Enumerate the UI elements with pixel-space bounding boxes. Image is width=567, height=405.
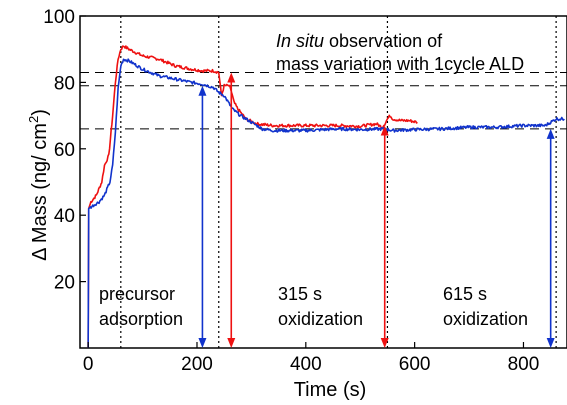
label-315-2: oxidization (278, 309, 363, 329)
arrows-group (198, 72, 555, 348)
title-rest: observation of (324, 31, 443, 51)
label-precursor-1: precursor (99, 284, 175, 304)
label-615-2: oxidization (443, 309, 528, 329)
series-line-1 (87, 58, 565, 349)
arrow-head-bottom-2 (380, 338, 389, 348)
ticks-group: 0 200 400 600 800 20 40 60 80 100 (43, 7, 539, 375)
y-axis-title-sup: 2 (26, 116, 41, 123)
arrow-head-top-0 (198, 85, 207, 96)
x-tick-label-3: 600 (399, 354, 431, 375)
x-tick-label-4: 800 (508, 354, 540, 375)
title-line-1: In situ observation of (276, 31, 443, 51)
x-axis-title: Time (s) (294, 379, 367, 401)
y-tick-label-1: 40 (54, 206, 75, 227)
arrow-head-bottom-0 (198, 338, 207, 348)
y-tick-label-4: 100 (43, 7, 75, 28)
arrow-head-top-1 (227, 72, 236, 83)
y-tick-label-0: 20 (54, 273, 75, 294)
title-italic: In situ (276, 31, 324, 51)
x-tick-label-0: 0 (83, 354, 94, 375)
arrow-head-top-2 (380, 125, 389, 136)
y-tick-label-3: 80 (54, 73, 75, 94)
x-tick-label-2: 400 (290, 354, 322, 375)
y-axis-title-main: Δ Mass (ng/ cm (29, 123, 51, 261)
arrow-head-bottom-1 (227, 338, 236, 348)
plot-frame (79, 15, 567, 349)
title-line-2: mass variation with 1cycle ALD (276, 54, 524, 74)
arrow-head-bottom-3 (546, 338, 555, 348)
y-tick-label-2: 60 (54, 140, 75, 161)
label-315-1: 315 s (278, 284, 322, 304)
arrow-head-top-3 (546, 128, 555, 139)
label-615-1: 615 s (443, 284, 487, 304)
y-axis-title: Δ Mass (ng/ cm2) (26, 109, 51, 261)
label-precursor-2: adsorption (99, 309, 183, 329)
series-group (87, 45, 565, 349)
y-axis-title-close: ) (29, 109, 51, 116)
x-tick-label-1: 200 (181, 354, 213, 375)
